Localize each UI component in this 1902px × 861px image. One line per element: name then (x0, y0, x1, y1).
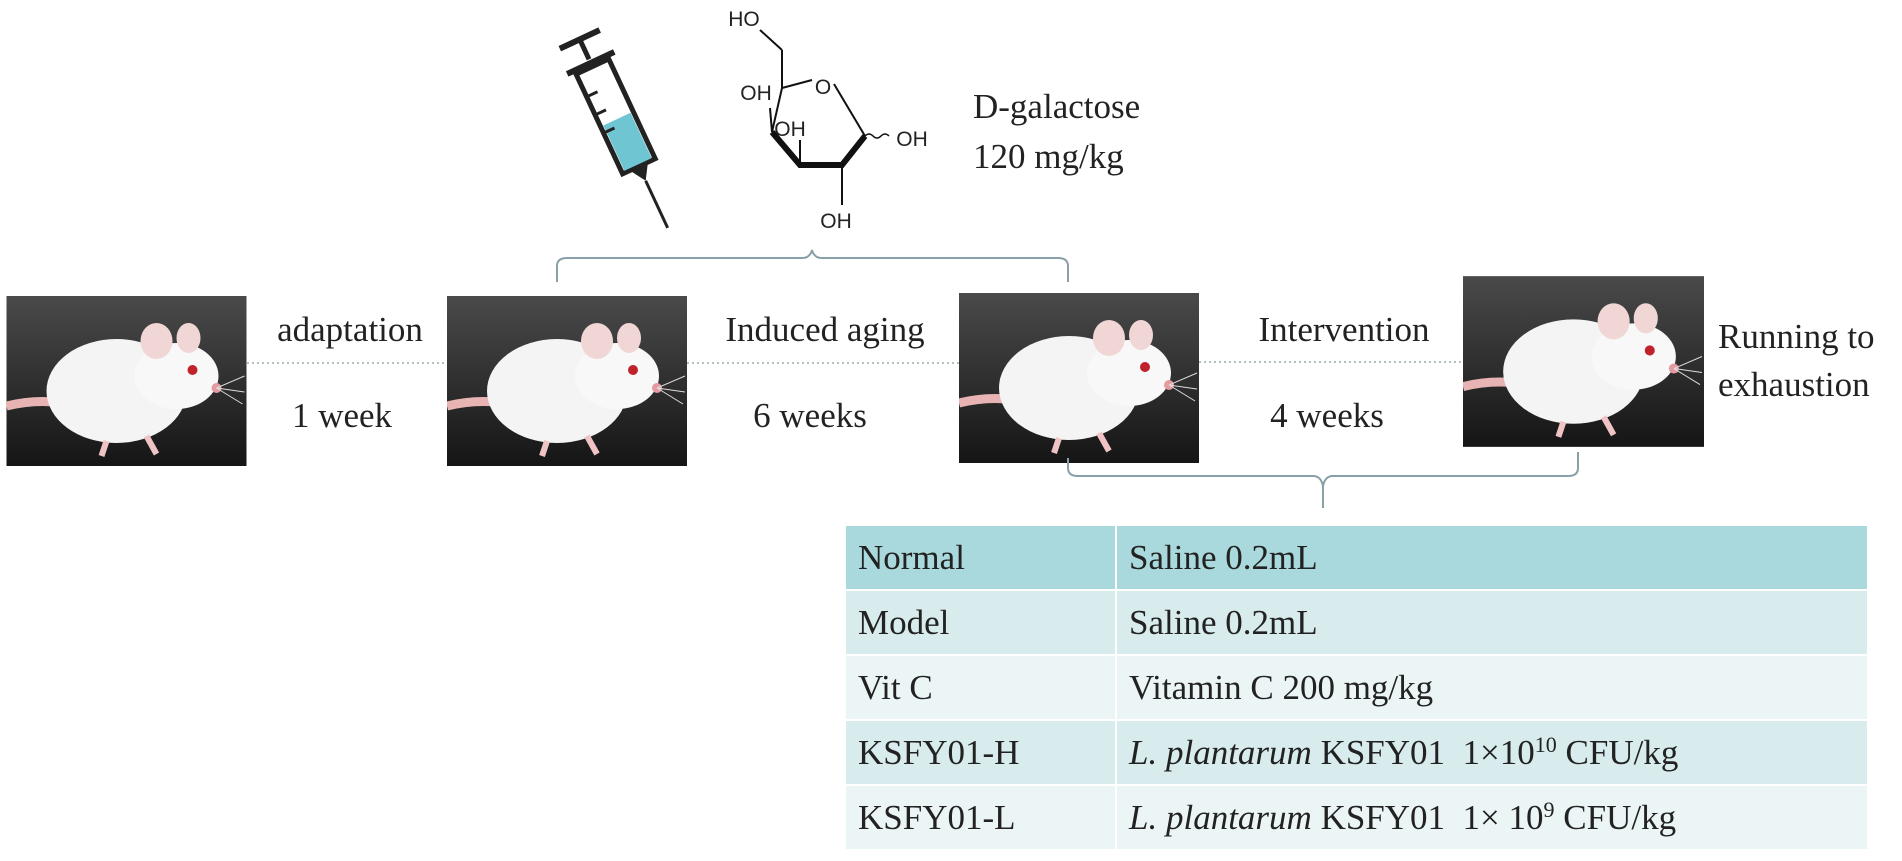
treatment-text: Saline 0.2mL (1129, 602, 1318, 642)
treatment-text: Saline 0.2mL (1129, 537, 1318, 577)
step-duration: 1 week (291, 396, 393, 435)
treatment: Saline 0.2mL (1116, 526, 1869, 591)
syringe-icon (558, 27, 670, 229)
mouse-photo (447, 296, 687, 466)
group: Vit C (846, 655, 1117, 721)
table-row: KSFY01-H L. plantarum KSFY01 1×1010 CFU/k… (846, 720, 1869, 786)
endpoint: Running to (1718, 317, 1875, 356)
treatment-text: KSFY01 1× 10 (1311, 797, 1544, 837)
atom-label: O (814, 76, 832, 99)
group: KSFY01-L (846, 785, 1117, 851)
treatment-text: Vitamin C 200 mg/kg (1129, 667, 1434, 707)
exponent: 9 (1543, 796, 1555, 822)
exponent: 10 (1534, 731, 1557, 757)
treatment: L. plantarum KSFY01 1×1010 CFU/kg (1116, 720, 1869, 786)
endpoint: exhaustion (1718, 365, 1870, 404)
galactose-structure (759, 29, 890, 205)
timeline (247, 361, 1463, 364)
group-table: Normal Saline 0.2mL Model Saline 0.2mL Vit… (846, 526, 1869, 851)
table-row: KSFY01-L L. plantarum KSFY01 1× 109 CFU/k… (846, 785, 1869, 851)
step-label: Intervention (1258, 310, 1430, 349)
atom-label: OH (896, 128, 928, 151)
species: L. plantarum (1129, 797, 1312, 837)
group: KSFY01-H (846, 720, 1117, 786)
step-label: Induced aging (725, 310, 925, 349)
species: L. plantarum (1129, 732, 1312, 772)
treatment-text: KSFY01 1×10 (1311, 732, 1535, 772)
unit: CFU/kg (1556, 732, 1679, 772)
step-duration: 4 weeks (1270, 396, 1384, 435)
group: Normal (846, 526, 1117, 591)
treatment: L. plantarum KSFY01 1× 109 CFU/kg (1116, 785, 1869, 851)
treatment: Vitamin C 200 mg/kg (1116, 655, 1869, 721)
table-row: Normal Saline 0.2mL (846, 526, 1869, 591)
atom-label: OH (820, 210, 852, 233)
atom-label: OH (774, 118, 806, 141)
unit: CFU/kg (1554, 797, 1677, 837)
step-label: adaptation (277, 310, 423, 349)
group: Model (846, 590, 1117, 656)
mouse-photo (7, 296, 247, 466)
atom-label: HO (728, 8, 760, 31)
atom-label: OH (740, 82, 772, 105)
mouse-photo (1463, 276, 1704, 447)
table-row: Model Saline 0.2mL (846, 590, 1869, 656)
brace (556, 249, 1069, 282)
step-duration: 6 weeks (753, 396, 867, 435)
table-row: Vit C Vitamin C 200 mg/kg (846, 655, 1869, 721)
mouse-photo (959, 293, 1199, 463)
brace (1067, 452, 1579, 508)
treatment: Saline 0.2mL (1116, 590, 1869, 656)
compound-dose: 120 mg/kg (973, 137, 1124, 176)
compound-name: D-galactose (973, 87, 1141, 126)
